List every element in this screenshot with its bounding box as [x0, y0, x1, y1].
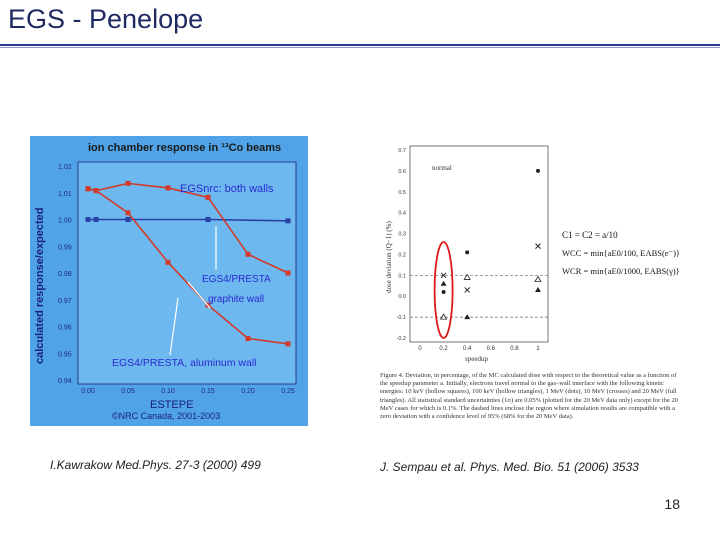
formula-wcc: WCC = min{aE0/100, EABS(e⁻)}: [562, 248, 680, 258]
data-point: [245, 251, 251, 257]
y-tick-label: 0.95: [58, 351, 72, 358]
x-tick-labels: 0 0.2 0.4 0.6 0.8 1: [418, 346, 540, 352]
x-tick-label: 0.4: [463, 346, 472, 352]
x-tick-label: 0.8: [510, 346, 519, 352]
dose-deviation-chart: normal dose deviation (Q−1) (%) speedup …: [385, 145, 680, 363]
title-divider-thin: [0, 47, 720, 48]
plot-frame: [409, 145, 549, 343]
annotation-egs4-aluminum: EGS4/PRESTA, aluminum wall: [112, 357, 257, 369]
y-tick-label: 0.4: [398, 211, 406, 217]
x-axis-label: ESTEPE: [150, 399, 193, 411]
y-tick-label: -0.2: [397, 336, 406, 342]
y-tick-labels: 0.7 0.6 0.5 0.4 0.3 0.2 0.1 0.0 -0.1 -0.2: [397, 148, 406, 342]
copyright-footer: ©NRC Canada, 2001-2003: [112, 411, 220, 421]
title-divider: [0, 44, 720, 46]
y-tick-label: 1.00: [58, 218, 72, 225]
data-point: [165, 185, 171, 191]
y-tick-label: 0.94: [58, 378, 72, 385]
point-triangle-hollow: [463, 273, 471, 280]
x-tick-label: 0.25: [281, 388, 295, 395]
x-tick-label: 0: [418, 346, 422, 352]
y-tick-labels: 1.02 1.01 1.00 0.99 0.98 0.97 0.96 0.95 0.94: [58, 164, 72, 385]
data-point: [85, 186, 91, 192]
x-tick-label: 0.20: [241, 388, 255, 395]
x-tick-label: 0.10: [161, 388, 175, 395]
ion-chamber-response-chart: ion chamber response in ¹³Co beams calcu…: [30, 136, 308, 426]
data-point: [245, 336, 251, 342]
x-axis-label: speedup: [465, 355, 488, 363]
annotation-egs4-graphite-line2: graphite wall: [208, 294, 264, 305]
x-tick-label: 0.15: [201, 388, 215, 395]
page-number: 18: [664, 496, 680, 512]
point-cross: [464, 287, 471, 293]
data-point: [285, 341, 291, 347]
y-tick-label: 1.01: [58, 191, 72, 198]
annotation-pointers: [169, 226, 217, 356]
point-cross: [440, 272, 447, 279]
highlight-ellipse: [433, 241, 454, 339]
data-point: [165, 259, 171, 265]
x-tick-label: 0.6: [487, 346, 496, 352]
y-tick-label: 0.1: [398, 273, 406, 279]
data-points: [439, 168, 542, 320]
formula-block: C1 = C2 = a/10 WCC = min{aE0/100, EABS(e…: [562, 230, 680, 276]
right-citation: J. Sempau et al. Phys. Med. Bio. 51 (200…: [380, 460, 639, 474]
data-point: [93, 217, 99, 222]
data-point: [125, 217, 131, 222]
y-tick-label: 0.3: [398, 232, 406, 238]
point-triangle-filled: [535, 286, 541, 292]
annotation-egsnrc: EGSnrc: both walls: [180, 183, 274, 195]
point-circle: [536, 168, 540, 173]
point-cross: [535, 243, 541, 249]
formula-wcr: WCR = min{aE0/1000, EABS(γ)}: [562, 266, 680, 276]
y-tick-label: -0.1: [397, 315, 406, 321]
y-tick-label: 0.96: [58, 325, 72, 332]
data-point: [85, 217, 91, 222]
data-point: [205, 217, 211, 222]
point-triangle-filled: [440, 280, 447, 286]
annotation-egs4-graphite-line1: EGS4/PRESTA: [202, 274, 271, 285]
point-triangle-hollow: [439, 313, 448, 320]
x-tick-label: 0.05: [121, 388, 135, 395]
x-tick-labels: 0.00 0.05 0.10 0.15 0.20 0.25: [81, 388, 295, 395]
left-citation: I.Kawrakow Med.Phys. 27-3 (2000) 499: [50, 458, 261, 472]
data-point: [93, 188, 99, 194]
y-tick-label: 0.7: [398, 148, 406, 154]
y-tick-label: 0.99: [58, 244, 72, 251]
point-triangle-hollow: [534, 275, 542, 282]
reference-lines: [410, 274, 548, 318]
point-triangle-filled: [464, 314, 471, 320]
y-axis-label: dose deviation (Q−1) (%): [385, 221, 393, 293]
y-axis-label: calculated response/expected: [34, 207, 46, 364]
plot-area: [77, 161, 297, 385]
data-point: [285, 270, 291, 276]
chart-title: ion chamber response in ¹³Co beams: [88, 142, 281, 154]
data-point: [125, 210, 131, 216]
formula-c1-c2: C1 = C2 = a/10: [562, 230, 618, 240]
y-tick-label: 1.02: [58, 164, 72, 171]
figure-caption: Figure 4. Deviation, in percentage, of t…: [380, 372, 678, 421]
slide-title: EGS - Penelope: [8, 4, 204, 34]
legend-label: normal: [432, 164, 452, 172]
data-point: [205, 194, 211, 200]
data-point: [125, 180, 131, 186]
y-tick-label: 0.97: [58, 298, 72, 305]
y-tick-label: 0.5: [398, 190, 406, 196]
y-tick-label: 0.6: [398, 169, 406, 175]
point-circle: [441, 290, 446, 295]
x-tick-label: 0.00: [81, 388, 95, 395]
y-tick-label: 0.98: [58, 271, 72, 278]
x-tick-label: 0.2: [439, 346, 448, 352]
y-tick-label: 0.2: [398, 252, 406, 258]
y-tick-label: 0.0: [398, 294, 406, 300]
x-tick-label: 1: [536, 346, 540, 352]
point-circle: [465, 250, 470, 255]
data-point: [285, 218, 291, 224]
